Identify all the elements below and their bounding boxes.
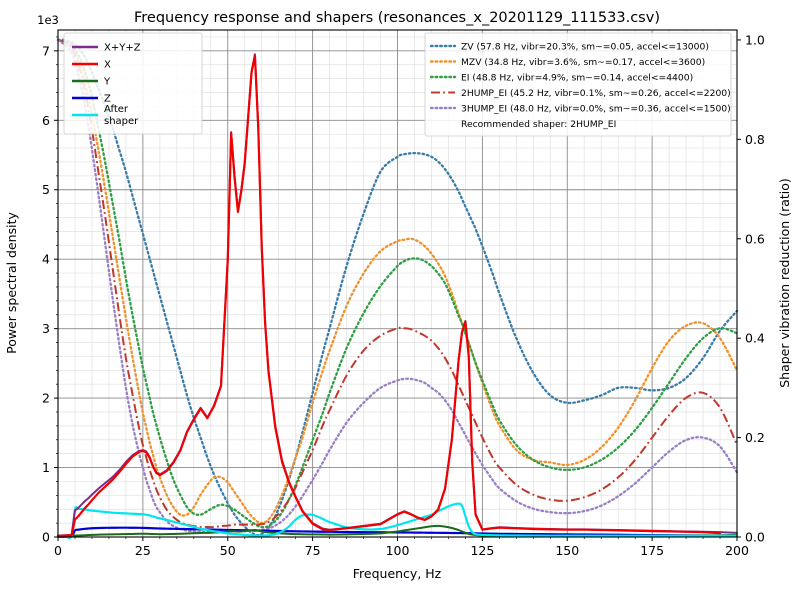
x-tick-label: 75 xyxy=(305,543,321,558)
y-tick-label: 6 xyxy=(42,113,50,128)
y-tick-right-label: 0.2 xyxy=(745,430,765,445)
legend-label-ei: EI (48.8 Hz, vibr=4.9%, sm~=0.14, accel<… xyxy=(461,73,693,84)
y-tick-label: 7 xyxy=(42,43,50,58)
shaper-curve-2hump_ei xyxy=(57,38,738,529)
psd-curve-z xyxy=(56,526,739,539)
y-tick-label: 0 xyxy=(42,530,50,545)
y-tick-right-label: 0.4 xyxy=(745,331,765,346)
y-tick-right-label: 0.8 xyxy=(745,132,765,147)
legend-label-x: X xyxy=(104,60,111,71)
x-tick-label: 125 xyxy=(470,543,494,558)
legend-label-mzv: MZV (34.8 Hz, vibr=3.6%, sm~=0.17, accel… xyxy=(461,57,705,68)
y-axis-offset-text: 1e3 xyxy=(37,13,59,27)
psd-curve-x xyxy=(56,54,722,538)
y-axis-label: Power spectral density xyxy=(4,212,19,354)
shaper-curve-mzv xyxy=(56,38,739,525)
legend-label-2hump_ei: 2HUMP_EI (45.2 Hz, vibr=0.1%, sm~=0.26, … xyxy=(461,88,731,99)
x-tick-label: 0 xyxy=(54,543,62,558)
y-tick-label: 3 xyxy=(42,321,50,336)
legend-label-y: Y xyxy=(103,77,111,88)
legend-label-zv: ZV (57.8 Hz, vibr=20.3%, sm~=0.05, accel… xyxy=(461,42,709,53)
legend-label-3hump_ei: 3HUMP_EI (48.0 Hz, vibr=0.0%, sm~=0.36, … xyxy=(461,104,731,115)
psd-curves-group xyxy=(56,53,739,539)
legend-label-x-y-z: X+Y+Z xyxy=(104,43,141,54)
x-tick-label: 200 xyxy=(725,543,749,558)
shaper-curves-group xyxy=(56,38,739,537)
y-tick-label: 2 xyxy=(42,391,50,406)
x-tick-label: 100 xyxy=(386,543,410,558)
axis-ticks xyxy=(54,36,741,541)
y-tick-right-label: 0.6 xyxy=(745,231,765,246)
x-axis-label: Frequency, Hz xyxy=(353,566,442,581)
x-tick-label: 150 xyxy=(555,543,579,558)
legend-shapers-box xyxy=(424,32,732,137)
axis-tick-labels: 0 25 50 75 100 125 150 175 200 0 1 2 3 4 5 6 7 0.0 0.2 0.4 0… xyxy=(42,32,765,558)
legend-psd-box xyxy=(63,32,203,135)
psd-curve-after-shaper xyxy=(56,502,739,539)
y-tick-right-label: 1.0 xyxy=(745,32,765,47)
legend-recommended-shaper: Recommended shaper: 2HUMP_EI xyxy=(461,119,616,130)
chart-title: Frequency response and shapers (resonanc… xyxy=(134,10,660,26)
legend-label-after-shaper: After xyxy=(104,104,129,115)
shaper-curve-3hump_ei xyxy=(56,38,739,534)
legend-label-z: Z xyxy=(104,94,111,105)
y-tick-label: 1 xyxy=(42,460,50,475)
legend-shapers: ZV (57.8 Hz, vibr=20.3%, sm~=0.05, accel… xyxy=(424,32,732,137)
legend-label-after-shaper: shaper xyxy=(104,116,139,127)
y-tick-right-label: 0.0 xyxy=(745,530,765,545)
x-tick-label: 175 xyxy=(640,543,664,558)
x-tick-label: 50 xyxy=(220,543,236,558)
y-axis-right-label: Shaper vibration reduction (ratio) xyxy=(777,178,792,388)
x-tick-label: 25 xyxy=(135,543,151,558)
y-tick-label: 4 xyxy=(42,252,50,267)
shaper-curve-ei xyxy=(56,38,739,529)
y-tick-label: 5 xyxy=(42,182,50,197)
